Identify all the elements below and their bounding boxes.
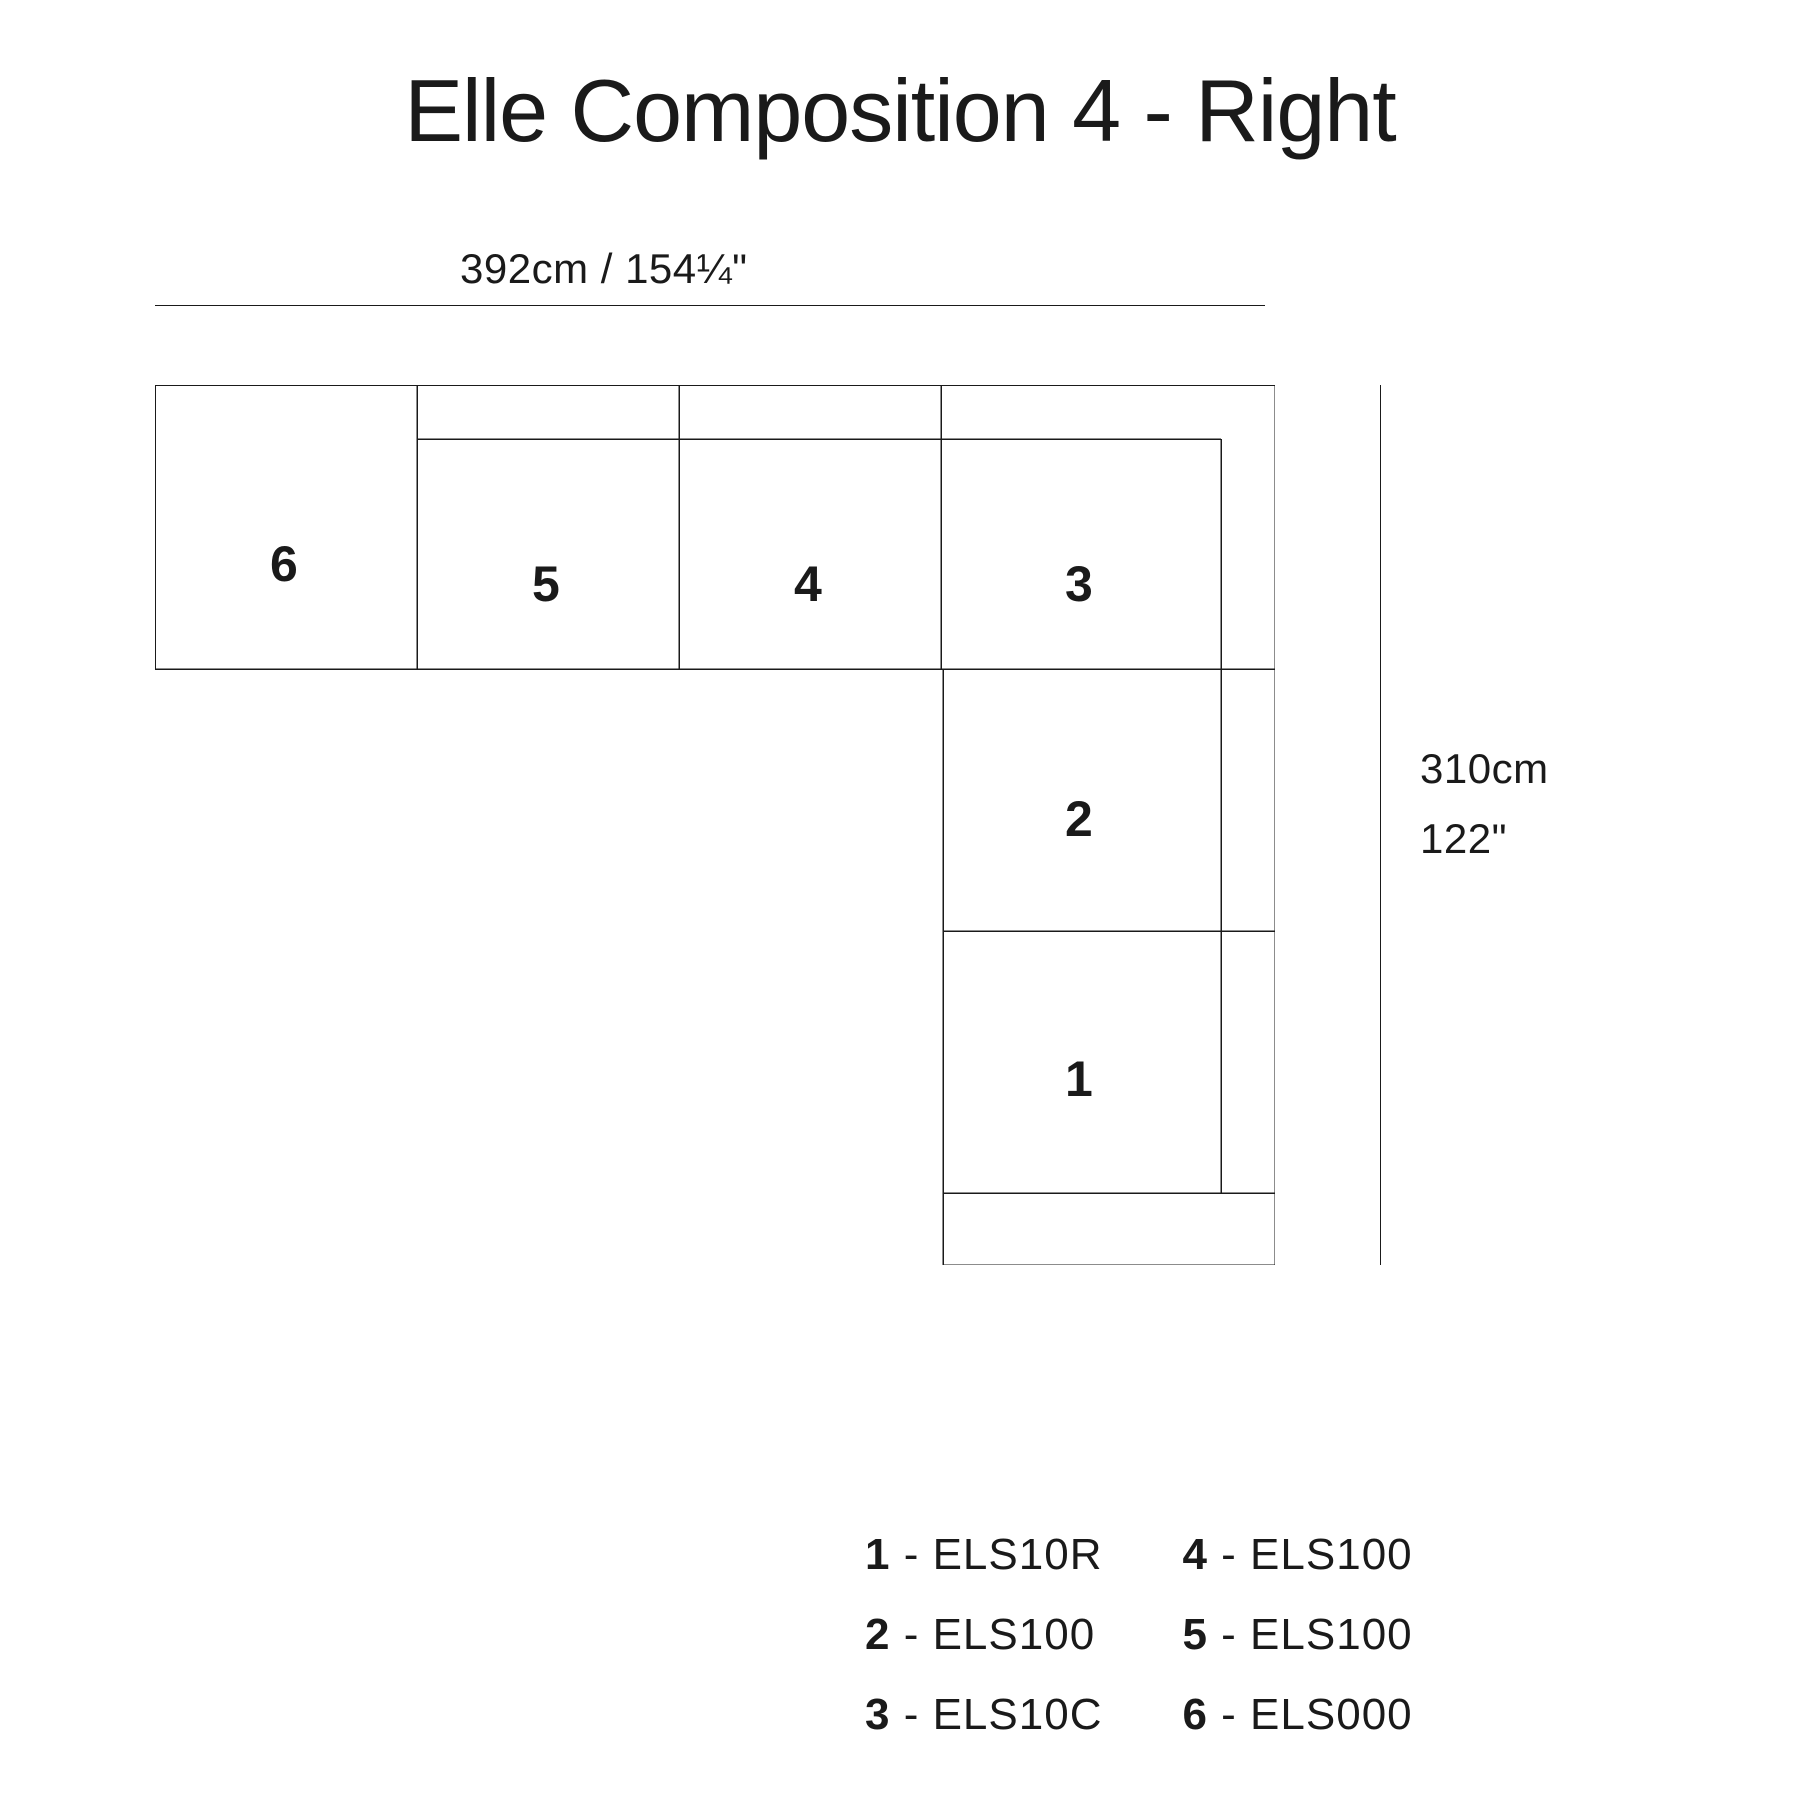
legend-item-6: 6 - ELS000: [1182, 1690, 1412, 1740]
height-dimension-label-in: 122": [1420, 815, 1507, 863]
legend-column-1: 1 - ELS10R 2 - ELS100 3 - ELS10C: [865, 1530, 1102, 1740]
module-label-5: 5: [532, 555, 561, 613]
module-label-1: 1: [1065, 1050, 1094, 1108]
page-title: Elle Composition 4 - Right: [0, 60, 1800, 162]
legend-item-2: 2 - ELS100: [865, 1610, 1102, 1660]
module-label-4: 4: [794, 555, 823, 613]
legend-item-5: 5 - ELS100: [1182, 1610, 1412, 1660]
module-label-2: 2: [1065, 790, 1094, 848]
width-dimension-label: 392cm / 154¼": [460, 245, 748, 293]
module-legend: 1 - ELS10R 2 - ELS100 3 - ELS10C 4 - ELS100…: [865, 1530, 1413, 1740]
legend-item-3: 3 - ELS10C: [865, 1690, 1102, 1740]
module-label-6: 6: [270, 535, 299, 593]
module-label-3: 3: [1065, 555, 1094, 613]
legend-item-1: 1 - ELS10R: [865, 1530, 1102, 1580]
width-dimension-rule: [155, 305, 1265, 306]
height-dimension-label-cm: 310cm: [1420, 745, 1549, 793]
height-dimension-rule: [1380, 385, 1381, 1265]
legend-column-2: 4 - ELS100 5 - ELS100 6 - ELS000: [1182, 1530, 1412, 1740]
sofa-diagram: [155, 385, 1275, 1265]
legend-item-4: 4 - ELS100: [1182, 1530, 1412, 1580]
